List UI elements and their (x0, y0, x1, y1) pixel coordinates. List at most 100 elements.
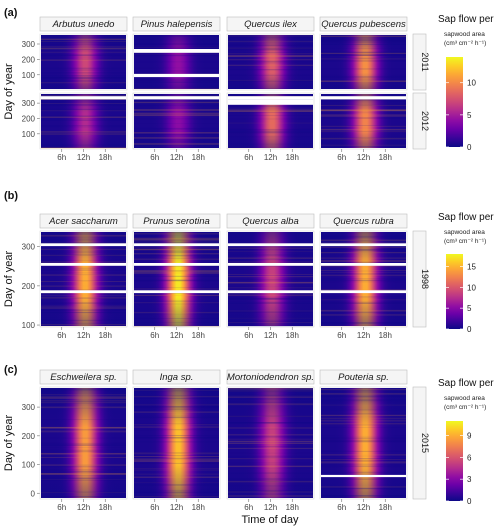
streak (134, 118, 219, 120)
streak (228, 485, 313, 487)
streak (134, 114, 219, 116)
streak (134, 112, 219, 115)
streak (228, 390, 313, 392)
streak (321, 279, 406, 282)
streak (41, 457, 126, 458)
data-gap (228, 263, 313, 266)
streak (41, 449, 126, 451)
data-gap (41, 96, 126, 100)
streak (228, 490, 313, 492)
streak (41, 402, 126, 404)
x-tick-label: 6h (244, 153, 253, 162)
streak (41, 307, 126, 309)
year-label: 1998 (420, 269, 430, 289)
streak (134, 250, 219, 252)
streak (228, 468, 313, 469)
streak (321, 48, 406, 49)
streak (134, 390, 219, 392)
streak (134, 410, 219, 412)
streak (41, 58, 126, 60)
streak (321, 52, 406, 54)
streak (321, 52, 406, 54)
streak (134, 462, 219, 464)
streak (321, 109, 406, 111)
streak (321, 52, 406, 54)
streak (134, 496, 219, 498)
streak (41, 464, 126, 465)
streak (228, 452, 313, 454)
streak (321, 104, 406, 106)
species-strip (132, 16, 221, 32)
streak (134, 71, 219, 73)
streak (134, 248, 219, 251)
streak (41, 478, 126, 480)
data-gap (321, 96, 406, 100)
streak (228, 442, 313, 444)
legend-tick-label: 0 (467, 497, 472, 506)
streak (321, 427, 406, 428)
streak (134, 390, 219, 391)
streak (134, 273, 219, 274)
streak (41, 475, 126, 477)
streak (321, 118, 406, 119)
species-label: Quercus rubra (333, 216, 394, 227)
y-axis-title: Day of year (3, 415, 15, 472)
streak (41, 274, 126, 276)
streak (321, 289, 406, 290)
streak (41, 394, 126, 396)
streak (228, 59, 313, 61)
streak (321, 251, 406, 253)
streak (228, 40, 313, 43)
streak (321, 35, 406, 37)
legend-unit: (cm³ cm⁻² h⁻¹) (444, 40, 486, 47)
streak (134, 302, 219, 304)
x-tick-label: 6h (150, 153, 159, 162)
streak (321, 137, 406, 140)
streak (134, 144, 219, 146)
data-gap (41, 243, 126, 247)
streak (41, 109, 126, 111)
streak (321, 42, 406, 43)
streak (228, 262, 313, 264)
streak (228, 254, 313, 255)
streak (321, 302, 406, 304)
streak (228, 53, 313, 55)
seasonal-shade (41, 35, 126, 89)
streak (134, 477, 219, 478)
x-tick-label: 12h (170, 503, 183, 512)
year-strip (412, 33, 427, 91)
streak (41, 305, 126, 307)
species-label: Quercus pubescens (321, 19, 406, 30)
streak (321, 435, 406, 437)
streak (134, 132, 219, 133)
streak (134, 288, 219, 290)
streak (41, 44, 126, 45)
streak (228, 69, 313, 71)
streak (41, 444, 126, 446)
streak (134, 482, 219, 483)
streak (134, 35, 219, 37)
streak (134, 406, 219, 408)
streak (321, 414, 406, 416)
streak (41, 470, 126, 473)
streak (321, 478, 406, 480)
streak (41, 325, 126, 327)
streak (41, 131, 126, 133)
streak (41, 281, 126, 282)
streak (321, 274, 406, 277)
species-strip (226, 16, 315, 32)
streak (134, 395, 219, 398)
streak (134, 239, 219, 240)
heatmap-panel: 6h 12h 18h (319, 92, 408, 162)
y-tick-label: 300 (22, 403, 36, 412)
streak (228, 322, 313, 323)
streak (41, 401, 126, 404)
streak (134, 407, 219, 409)
streak (228, 56, 313, 57)
x-tick-label: 6h (337, 503, 346, 512)
streak (321, 55, 406, 57)
streak (321, 458, 406, 459)
streak (41, 54, 126, 56)
streak (41, 323, 126, 325)
streak (41, 110, 126, 112)
